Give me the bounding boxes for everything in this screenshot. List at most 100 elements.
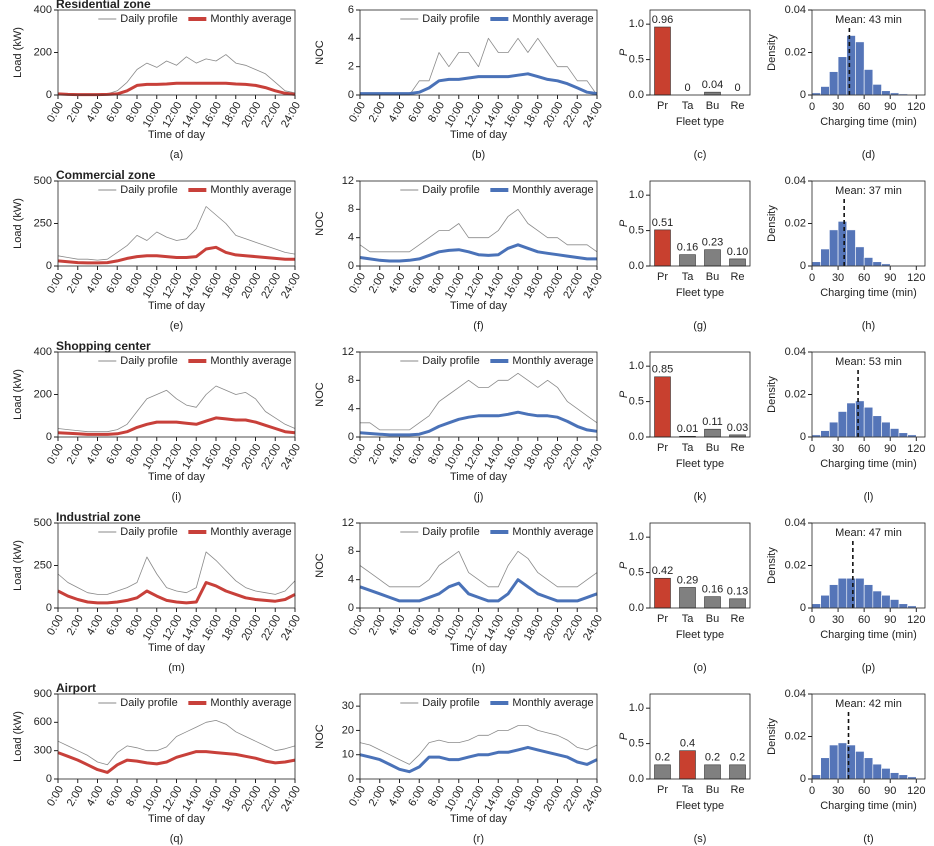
y-tick-label: 0.02	[785, 46, 806, 58]
value-label: 0.11	[702, 416, 723, 428]
bar	[679, 254, 696, 267]
x-tick-label: 6:00	[104, 100, 125, 125]
panel-label: (t)	[863, 833, 873, 845]
hist-bar	[829, 584, 839, 609]
hist-bar	[820, 248, 830, 267]
hist-bar	[863, 257, 874, 267]
bar	[654, 26, 671, 96]
x-tick-label: Bu	[706, 100, 719, 112]
hist-bar	[881, 768, 891, 780]
x-tick-label: 2:00	[367, 784, 388, 809]
series-line	[359, 578, 598, 603]
y-tick-label: 200	[34, 388, 52, 400]
x-tick-label: 4:00	[387, 442, 408, 467]
x-axis-label: Time of day	[148, 471, 206, 483]
y-tick-label: 4	[348, 32, 354, 44]
row-title: Airport	[56, 681, 96, 695]
x-tick-label: Pr	[657, 271, 668, 283]
y-tick-label: 1.0	[629, 531, 644, 543]
y-tick-label: 20	[342, 724, 354, 736]
y-tick-label: 0.5	[629, 395, 644, 407]
y-tick-label: 30	[342, 700, 354, 712]
y-axis-label: NOC	[314, 724, 326, 749]
x-tick-label: 2:00	[65, 100, 86, 125]
x-tick-label: Re	[730, 613, 744, 625]
annotation: Mean: 53 min	[835, 356, 902, 368]
series-line	[57, 581, 296, 605]
value-label: 0.16	[677, 242, 698, 254]
panel-label: (n)	[472, 662, 485, 674]
row-title: Industrial zone	[56, 510, 141, 524]
panel-label: (h)	[862, 320, 875, 332]
hist-bar	[881, 594, 891, 609]
y-axis-label: NOC	[314, 40, 326, 65]
x-tick-label: 24:00	[581, 442, 605, 472]
x-tick-label: 4:00	[85, 100, 106, 125]
hist-bar	[872, 261, 882, 267]
plot-frame	[811, 9, 926, 96]
hist-bar	[846, 229, 856, 267]
y-tick-label: 10	[342, 749, 354, 761]
x-tick-label: Pr	[657, 100, 668, 112]
value-label: 0.42	[652, 565, 673, 577]
x-tick-label: 90	[884, 443, 896, 455]
series-line	[57, 206, 296, 261]
plot-frame	[57, 180, 296, 267]
y-tick-label: 6	[348, 4, 354, 16]
x-tick-label: 24:00	[279, 271, 303, 301]
y-tick-label: 0.02	[785, 559, 806, 571]
y-tick-label: 0	[348, 89, 354, 101]
x-tick-label: 60	[858, 785, 870, 797]
x-axis-label: Time of day	[450, 129, 508, 141]
y-tick-label: 0	[46, 431, 52, 443]
y-tick-label: 8	[348, 545, 354, 557]
bar	[729, 764, 746, 780]
x-tick-label: 4:00	[387, 613, 408, 638]
x-axis-label: Time of day	[148, 300, 206, 312]
hist-bar	[846, 402, 856, 438]
x-tick-label: 120	[907, 785, 925, 797]
plot-frame	[811, 522, 926, 609]
y-tick-label: 12	[342, 346, 354, 358]
panel-label: (g)	[693, 320, 706, 332]
hist-bar	[829, 71, 839, 96]
value-label: 0.03	[727, 422, 748, 434]
x-tick-label: 6:00	[406, 100, 427, 125]
y-tick-label: 0	[46, 89, 52, 101]
x-tick-label: Ta	[682, 442, 695, 454]
x-tick-label: 4:00	[387, 784, 408, 809]
hist-bar	[811, 603, 821, 609]
hist-bar	[855, 41, 865, 96]
y-axis-label: NOC	[314, 382, 326, 407]
y-tick-label: 0	[348, 260, 354, 272]
x-tick-label: 6:00	[406, 442, 427, 467]
hist-bar	[898, 774, 908, 780]
x-tick-label: 90	[884, 785, 896, 797]
x-tick-label: 0	[809, 785, 815, 797]
panel-label: (e)	[170, 320, 183, 332]
series-line	[359, 410, 598, 437]
x-axis-label: Time of day	[450, 813, 508, 825]
plot-frame	[649, 9, 751, 96]
panel-label: (p)	[862, 662, 875, 674]
plot-frame	[649, 351, 751, 438]
row-title: Commercial zone	[56, 168, 156, 182]
value-label: 0.2	[705, 752, 720, 764]
y-tick-label: 300	[34, 745, 52, 757]
hist-bar	[863, 584, 874, 609]
legend-label: Daily profile	[422, 13, 479, 25]
panel-label: (c)	[694, 149, 707, 161]
x-tick-label: Re	[730, 100, 744, 112]
x-axis-label: Time of day	[148, 642, 206, 654]
y-tick-label: 0	[348, 602, 354, 614]
x-tick-label: 0:00	[347, 271, 368, 296]
y-tick-label: 1.0	[629, 189, 644, 201]
legend-label: Daily profile	[120, 526, 177, 538]
x-tick-label: 0:00	[347, 784, 368, 809]
y-tick-label: 0	[348, 431, 354, 443]
y-axis-label: P	[618, 561, 630, 569]
x-tick-label: 0:00	[347, 613, 368, 638]
value-label: 0	[734, 82, 740, 94]
legend-label: Daily profile	[422, 355, 479, 367]
x-tick-label: 0:00	[347, 100, 368, 125]
